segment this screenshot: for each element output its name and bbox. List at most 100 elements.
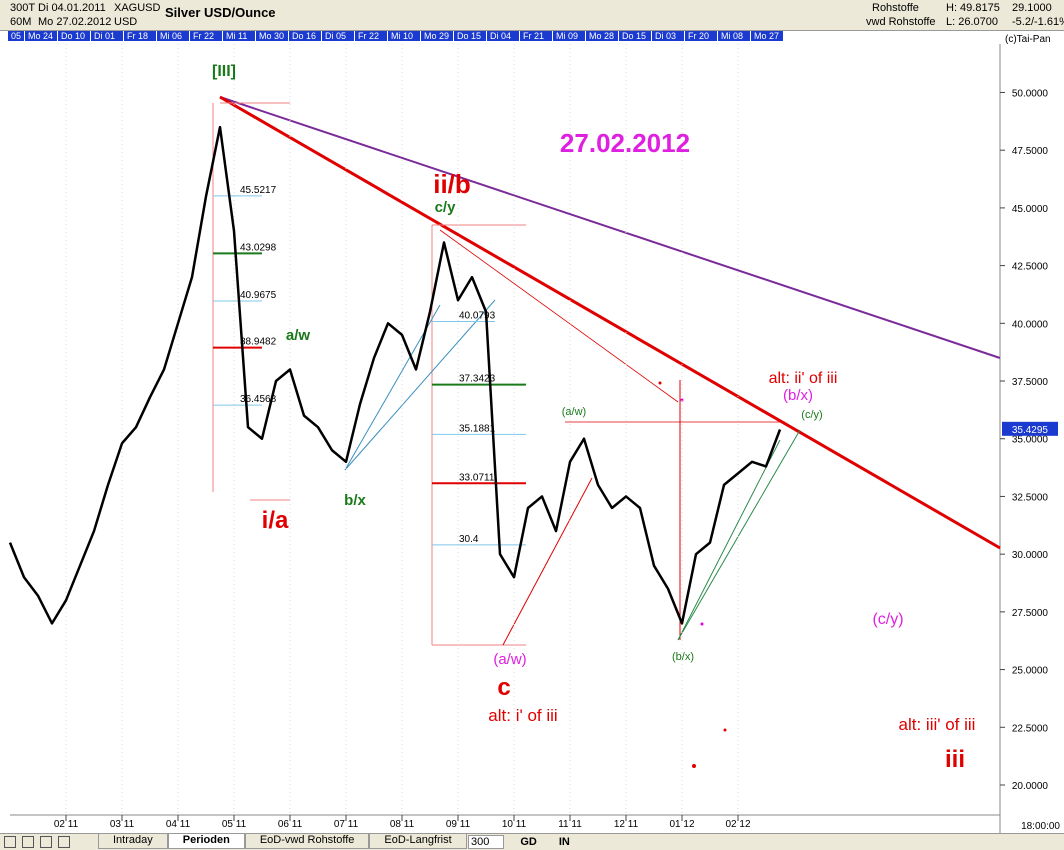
icon[interactable] [40, 836, 52, 848]
dot [692, 764, 696, 768]
date-cell: Do 10 [58, 31, 92, 41]
fib-label: 37.3423 [459, 374, 496, 385]
wave-label: iii [945, 746, 965, 773]
wave-label: a/w [286, 327, 311, 344]
date-cell: Mo 28 [586, 31, 620, 41]
chart-title: Silver USD/Ounce [165, 5, 276, 20]
wave-label: 27.02.2012 [560, 128, 690, 158]
y-tick-label: 25.0000 [1012, 666, 1049, 677]
tab[interactable]: Intraday [98, 834, 168, 849]
fib-label: 45.5217 [240, 185, 277, 196]
date-cell: Do 15 [454, 31, 488, 41]
date-cell: Mi 08 [718, 31, 752, 41]
wave-label: alt: ii' of iii [769, 370, 838, 387]
fib-label: 40.0793 [459, 310, 496, 321]
wave-label: b/x [344, 492, 366, 509]
channel-line [677, 439, 781, 641]
date-cell: Di 01 [91, 31, 125, 41]
wave-label: (b/x) [672, 651, 694, 663]
date-cell: Mi 10 [388, 31, 422, 41]
source: vwd Rohstoffe [866, 16, 936, 28]
icon[interactable] [4, 836, 16, 848]
axis-panel [1000, 44, 1064, 833]
x-tick-label: 09 11 [446, 819, 471, 830]
wave-label: ii/b [433, 169, 471, 199]
change: -5.2/-1.61% [1012, 16, 1064, 28]
last: 29.1000 [1012, 2, 1052, 14]
date-cell: Fr 22 [190, 31, 224, 41]
x-tick-label: 06 11 [278, 819, 303, 830]
x-tick-label: 05 11 [222, 819, 247, 830]
tab[interactable]: EoD-Langfrist [369, 834, 467, 849]
group: Rohstoffe [872, 2, 919, 14]
y-tick-label: 50.0000 [1012, 88, 1049, 99]
fib-label: 36.4568 [240, 394, 277, 405]
header-bar [0, 0, 1064, 31]
period: 300T [10, 2, 36, 14]
trend-line [219, 95, 1001, 550]
date-cell: Mo 24 [25, 31, 59, 41]
channel-line [344, 299, 496, 471]
end-date: Mo 27.02.2012 [38, 16, 112, 28]
wave-label: c [497, 674, 510, 701]
y-tick-label: 30.0000 [1012, 550, 1049, 561]
date-cell: Do 16 [289, 31, 323, 41]
x-tick-label: 02 12 [725, 819, 750, 830]
date-strip: 05 Mo 24 Do 10 Di 01 Fr 18 Mi 06 Fr 22 Mi 11 Mo … [8, 31, 785, 41]
icon[interactable] [22, 836, 34, 848]
channel-line [677, 429, 801, 641]
date-cell: Fr 21 [520, 31, 554, 41]
wave-label: alt: iii' of iii [899, 715, 976, 734]
trend-line [219, 96, 1001, 359]
wave-label: (a/w) [562, 406, 586, 418]
x-tick-label: 08 11 [390, 819, 415, 830]
wave-label: (a/w) [493, 651, 526, 668]
x-tick-label: 07 11 [334, 819, 359, 830]
wave-label: alt: i' of iii [488, 706, 557, 725]
x-tick-label: 04 11 [166, 819, 191, 830]
tool-bar: 300 GD IN [468, 835, 576, 849]
fib-label: 43.0298 [240, 242, 277, 253]
x-tick-label: 03 11 [110, 819, 135, 830]
wave-label: [III] [212, 63, 236, 80]
fib-label: 30.4 [459, 534, 479, 545]
fib-label: 33.0711 [459, 472, 495, 483]
count-select[interactable]: 300 [468, 835, 505, 849]
date-cell: Di 03 [652, 31, 686, 41]
y-tick-label: 27.5000 [1012, 608, 1049, 619]
x-tick-label: 12 11 [614, 819, 639, 830]
date-cell: Di 04 [487, 31, 521, 41]
currency: USD [114, 16, 138, 28]
price-line [8, 125, 782, 625]
x-tick-label: 02 11 [54, 819, 79, 830]
fib-label: 40.9675 [240, 290, 277, 301]
last-price-box [1002, 421, 1058, 436]
dot [700, 622, 704, 626]
date-cell: 05 [8, 31, 26, 41]
x-tick-label: 10 11 [502, 819, 527, 830]
icon[interactable] [58, 836, 70, 848]
x-tick-label: 01 12 [669, 819, 694, 830]
tab[interactable]: EoD-vwd Rohstoffe [244, 834, 370, 849]
date-cell: Fr 20 [685, 31, 719, 41]
y-tick-label: 22.5000 [1012, 723, 1049, 734]
wave-label: (c/y) [801, 409, 822, 421]
wave-label: (b/x) [783, 387, 813, 404]
wave-label: c/y [435, 199, 457, 216]
y-tick-label: 40.0000 [1012, 319, 1049, 330]
date-cell: Fr 18 [124, 31, 158, 41]
time-label: 18:00:00 [1021, 821, 1060, 832]
tool-button[interactable]: IN [558, 836, 570, 848]
fib-label: 38.9482 [240, 337, 277, 348]
interval: 60M [10, 16, 32, 28]
tab[interactable]: Perioden [167, 834, 245, 849]
symbol: XAGUSD [114, 2, 161, 14]
date-cell: Mo 30 [256, 31, 290, 41]
dot [658, 381, 662, 385]
y-tick-label: 45.0000 [1012, 204, 1049, 215]
tool-button[interactable]: GD [520, 836, 537, 848]
y-tick-label: 32.5000 [1012, 492, 1049, 503]
trend-line [439, 229, 679, 403]
wave-label: (c/y) [872, 611, 903, 628]
